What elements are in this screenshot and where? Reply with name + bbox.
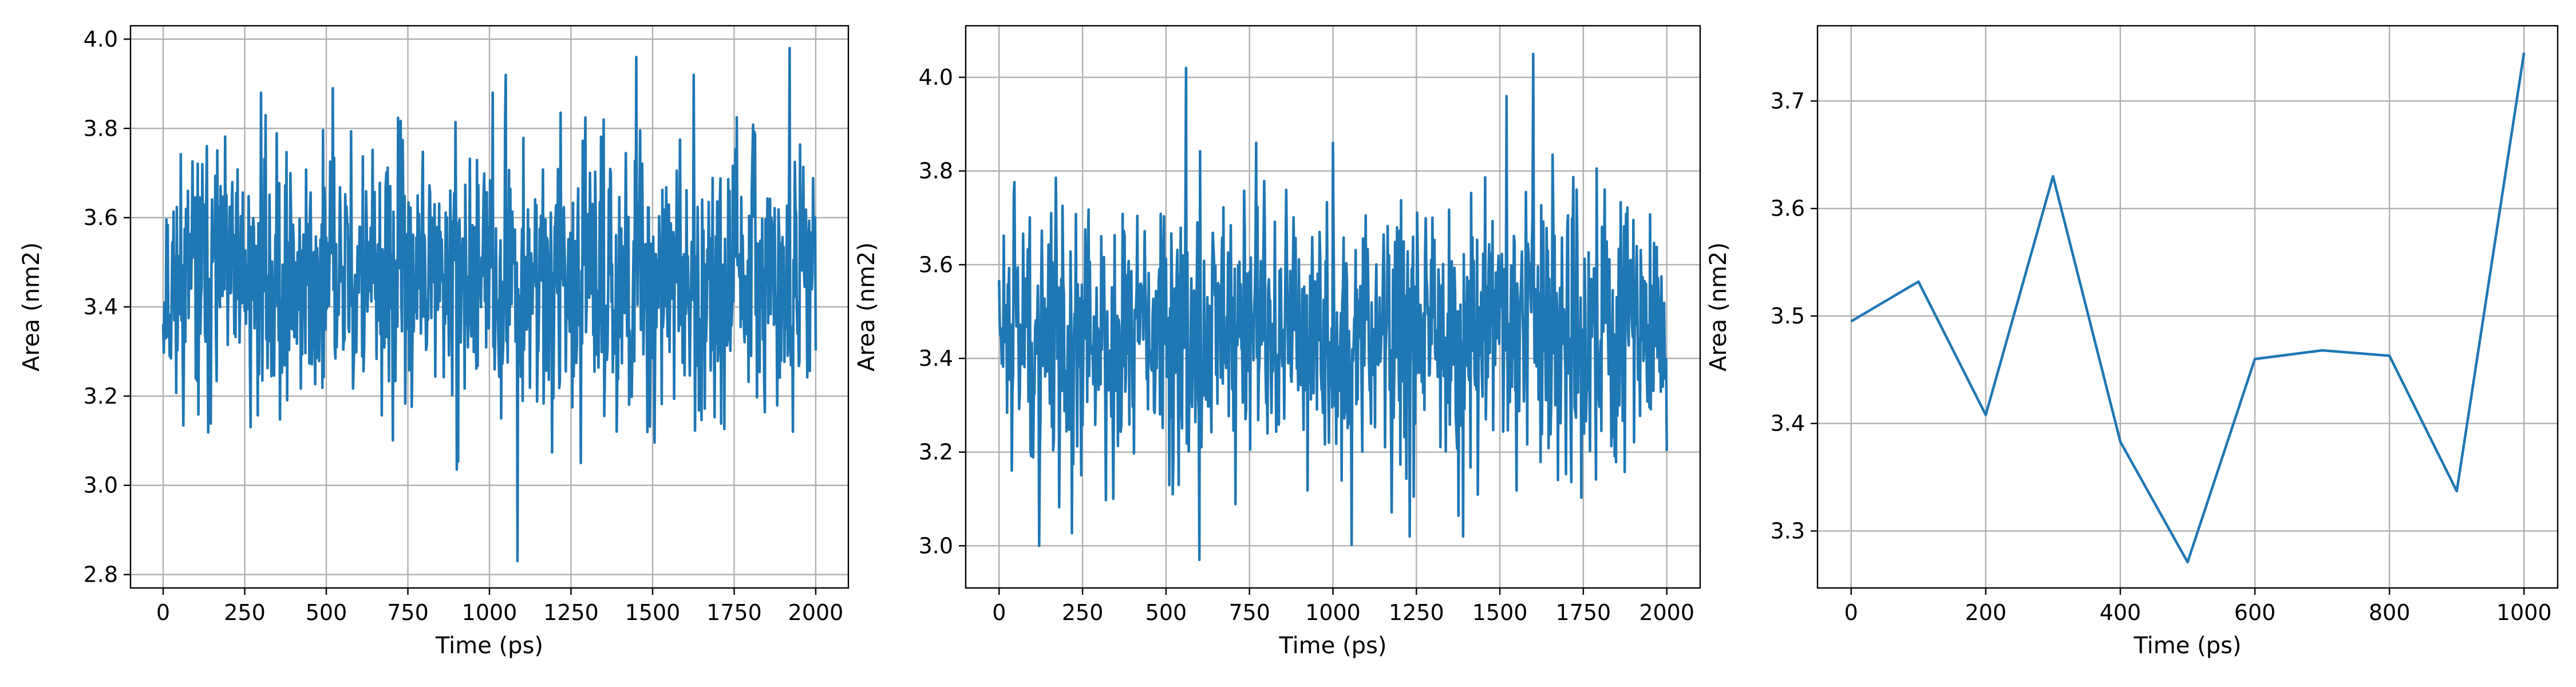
plot-frame	[1816, 25, 2559, 589]
x-tick-label: 400	[2100, 600, 2142, 625]
y-tick-label: 3.2	[84, 384, 118, 409]
series-line	[161, 46, 817, 563]
y-tick-label: 3.8	[84, 116, 118, 141]
y-tick-label: 4.0	[84, 26, 118, 52]
x-tick-label: 1000	[1305, 600, 1361, 625]
x-tick-label: 750	[1228, 600, 1270, 625]
x-tick-label: 1500	[1472, 600, 1528, 625]
y-tick-label: 3.8	[919, 159, 953, 184]
y-tick-label: 3.4	[1771, 411, 1805, 436]
y-axis-label: Area (nm2)	[1705, 242, 1732, 372]
x-tick-label: 2000	[788, 600, 844, 625]
y-tick-label: 3.6	[84, 205, 118, 230]
y-tick-label: 3.0	[919, 533, 953, 558]
chart-panel-2: 0 250 500 750 1000 1250 1500 1750 2000 3.0 3.2 3.4 3…	[854, 25, 1701, 659]
x-tick-label: 200	[1965, 600, 2007, 625]
y-tick-label: 3.3	[1771, 518, 1805, 543]
x-tick-label: 500	[306, 600, 347, 625]
x-tick-label: 1250	[1389, 600, 1444, 625]
x-tick-label: 250	[224, 600, 266, 625]
x-tick-label: 600	[2234, 600, 2276, 625]
y-tick-label: 3.2	[919, 440, 953, 465]
series-line	[998, 52, 1668, 562]
x-tick-label: 1000	[2496, 600, 2552, 625]
y-tick-label: 3.4	[919, 346, 953, 371]
x-tick-label: 2000	[1639, 600, 1694, 625]
x-axis-label: Time (ps)	[435, 633, 543, 659]
x-tick-label: 1500	[625, 600, 681, 625]
x-tick-label: 1000	[462, 600, 517, 625]
x-tick-label: 0	[156, 600, 170, 625]
y-tick-label: 3.7	[1771, 88, 1805, 113]
x-tick-label: 0	[992, 600, 1006, 625]
x-tick-label: 1750	[1556, 600, 1611, 625]
y-tick-label: 3.4	[84, 294, 118, 319]
x-tick-label: 0	[1844, 600, 1858, 625]
y-tick-label: 3.0	[84, 473, 118, 498]
x-tick-label: 1250	[543, 600, 599, 625]
x-axis-label: Time (ps)	[1278, 633, 1386, 659]
x-tick-label: 250	[1062, 600, 1104, 625]
y-axis-label: Area (nm2)	[18, 242, 45, 372]
x-tick-label: 750	[387, 600, 429, 625]
y-tick-label: 3.6	[1771, 196, 1805, 221]
x-tick-label: 800	[2369, 600, 2411, 625]
charts: 0 250 500 750 1000 1250 1500 1750 20002.83.03.23…	[18, 25, 2559, 659]
series-line	[1850, 52, 2526, 564]
y-axis-label: Area (nm2)	[854, 242, 880, 372]
x-axis-label: Time (ps)	[2133, 633, 2241, 659]
x-tick-label: 1750	[706, 600, 762, 625]
x-tick-label: 500	[1145, 600, 1187, 625]
y-tick-label: 2.8	[84, 562, 118, 587]
chart-panel-3: 0 200 400 600 800 1000 3.3 3.4 3.5 3.6 3.7 Time (ps…	[1705, 25, 2559, 659]
chart-panel-1: 0 250 500 750 1000 1250 1500 1750 2000 2.8 3.0 3.2 3…	[18, 25, 850, 659]
y-tick-label: 4.0	[919, 65, 953, 90]
y-tick-label: 3.6	[919, 252, 953, 277]
y-tick-label: 3.5	[1771, 303, 1805, 329]
